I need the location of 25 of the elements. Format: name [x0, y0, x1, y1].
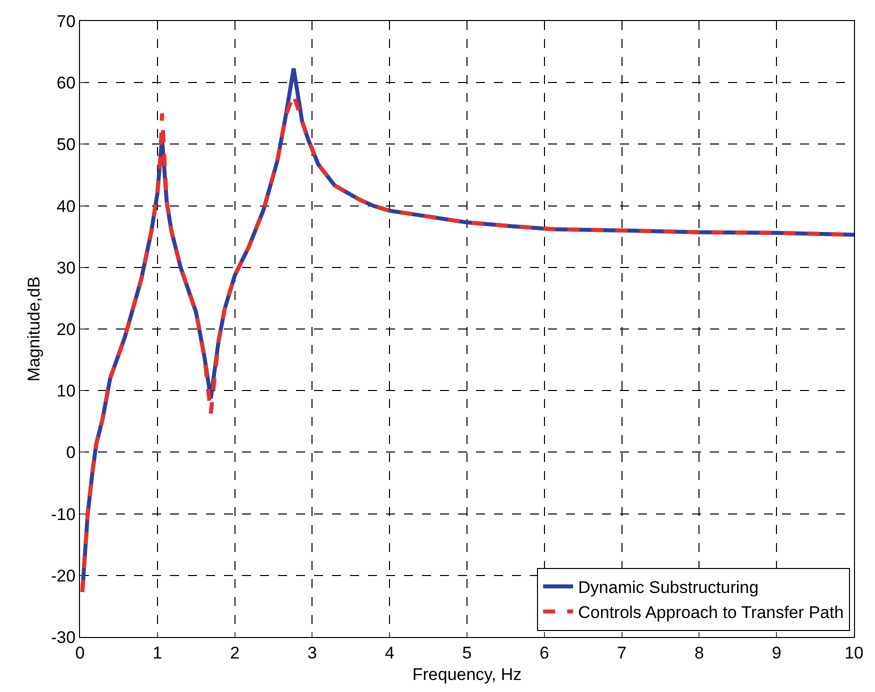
y-tick-label: 30 [56, 258, 76, 278]
x-tick-label: 2 [230, 643, 240, 662]
y-tick-label: 60 [56, 74, 76, 93]
x-tick-label: 1 [152, 643, 162, 662]
y-tick-label: -10 [51, 504, 76, 524]
y-tick-label: 40 [56, 196, 76, 216]
x-tick-label: 3 [307, 643, 317, 662]
y-tick-label: 70 [56, 12, 76, 31]
y-tick-label: 20 [56, 320, 76, 339]
y-tick-label: 50 [56, 135, 76, 154]
x-tick-label: 10 [844, 643, 864, 662]
y-tick-label: -20 [51, 566, 76, 586]
x-tick-label: 6 [540, 643, 550, 662]
y-tick-label: 0 [66, 443, 76, 462]
y-tick-label: -30 [51, 628, 76, 647]
x-tick-label: 9 [772, 643, 782, 662]
x-axis-title: Frequency, Hz [412, 664, 522, 684]
x-tick-label: 7 [617, 643, 627, 662]
x-tick-label: 5 [462, 643, 472, 662]
x-tick-label: 4 [384, 643, 394, 662]
legend-label: Dynamic Substructuring [578, 578, 759, 598]
y-axis-title: Magnitude,dB [24, 276, 44, 382]
legend-label: Controls Approach to Transfer Path [578, 603, 844, 622]
x-tick-label: 8 [694, 643, 704, 662]
y-tick-label: 10 [56, 382, 76, 401]
